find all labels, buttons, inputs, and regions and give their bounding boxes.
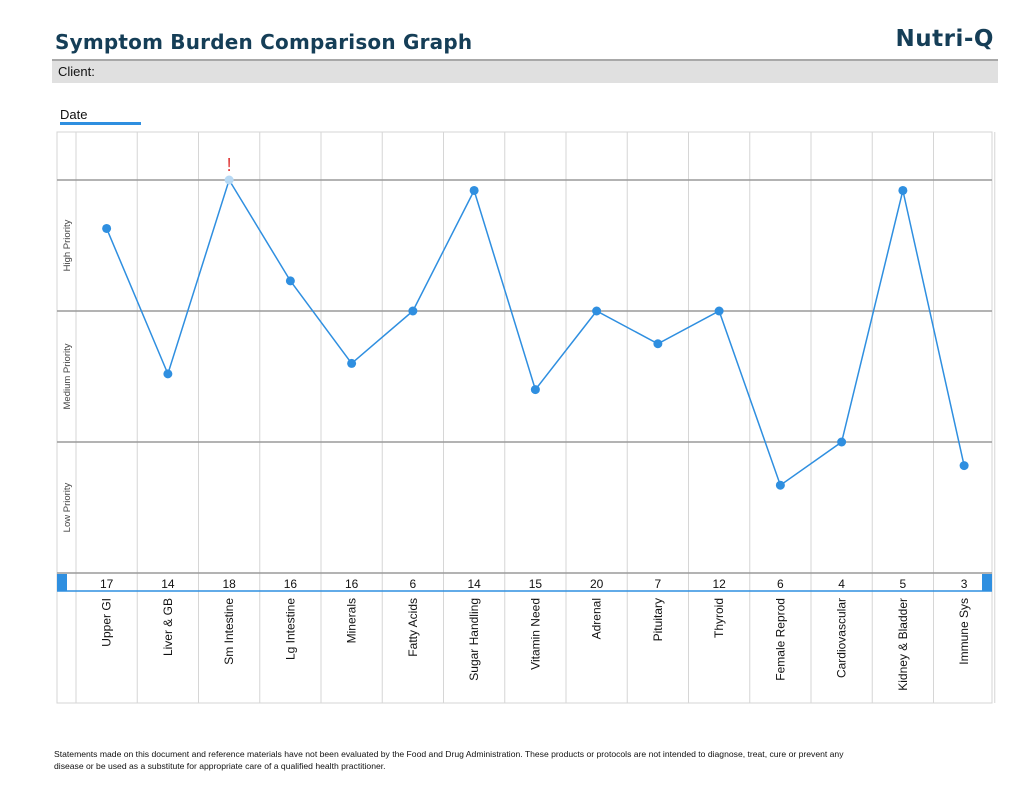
- data-point: [837, 437, 847, 447]
- category-label: Fatty Acids: [406, 598, 420, 657]
- score-label: 17: [100, 577, 114, 591]
- client-label: Client:: [58, 64, 95, 79]
- score-label: 20: [590, 577, 604, 591]
- chart-frame: [56, 131, 993, 704]
- overflow-flag-icon: !: [227, 155, 232, 175]
- score-label: 4: [838, 577, 845, 591]
- score-label: 5: [900, 577, 907, 591]
- score-label: 6: [410, 577, 417, 591]
- category-label: Sugar Handling: [467, 598, 481, 681]
- score-label: 18: [222, 577, 236, 591]
- category-label: Pituitary: [651, 598, 665, 641]
- category-label: Adrenal: [590, 598, 604, 639]
- score-label: 12: [712, 577, 726, 591]
- category-label: Sm Intestine: [222, 598, 236, 665]
- category-label: Cardiovascular: [835, 598, 849, 678]
- disclaimer: Statements made on this document and ref…: [54, 749, 844, 771]
- score-label: 14: [467, 577, 481, 591]
- score-label: 16: [284, 577, 298, 591]
- score-label: 15: [529, 577, 543, 591]
- score-strip-right-cap: [982, 574, 992, 591]
- score-label: 7: [655, 577, 662, 591]
- score-label: 6: [777, 577, 784, 591]
- data-point: [898, 185, 908, 195]
- score-label: 3: [961, 577, 968, 591]
- data-point: [285, 276, 295, 286]
- data-point: [653, 339, 663, 349]
- data-point: [592, 306, 602, 316]
- data-point: [714, 306, 724, 316]
- data-point: [530, 385, 540, 395]
- category-label: Minerals: [345, 598, 359, 643]
- flagged-data-point: [224, 175, 234, 185]
- category-label: Kidney & Bladder: [896, 598, 910, 691]
- date-underline: [60, 122, 141, 125]
- client-bar: Client:: [52, 59, 998, 83]
- data-point: [163, 369, 173, 379]
- data-point: [775, 480, 785, 490]
- band-label: High Priority: [62, 219, 73, 271]
- date-label: Date: [60, 107, 88, 122]
- category-label: Immune Sys: [957, 598, 971, 665]
- data-point: [469, 185, 479, 195]
- category-label: Lg Intestine: [283, 598, 297, 660]
- data-point: [347, 358, 357, 368]
- category-label: Upper GI: [100, 598, 114, 647]
- score-strip-left-cap: [57, 574, 67, 591]
- category-label: Vitamin Need: [528, 598, 542, 670]
- score-label: 16: [345, 577, 359, 591]
- category-label: Thyroid: [712, 598, 726, 638]
- data-point: [408, 306, 418, 316]
- band-label: Medium Priority: [62, 343, 73, 409]
- category-label: Female Reprod: [773, 598, 787, 681]
- category-label: Liver & GB: [161, 598, 175, 656]
- band-label: Low Priority: [62, 482, 73, 532]
- brand-logo: Nutri-Q: [895, 26, 994, 52]
- data-point: [102, 223, 112, 233]
- page-title: Symptom Burden Comparison Graph: [55, 30, 473, 54]
- data-point: [959, 461, 969, 471]
- score-label: 14: [161, 577, 175, 591]
- series-line: [105, 178, 965, 487]
